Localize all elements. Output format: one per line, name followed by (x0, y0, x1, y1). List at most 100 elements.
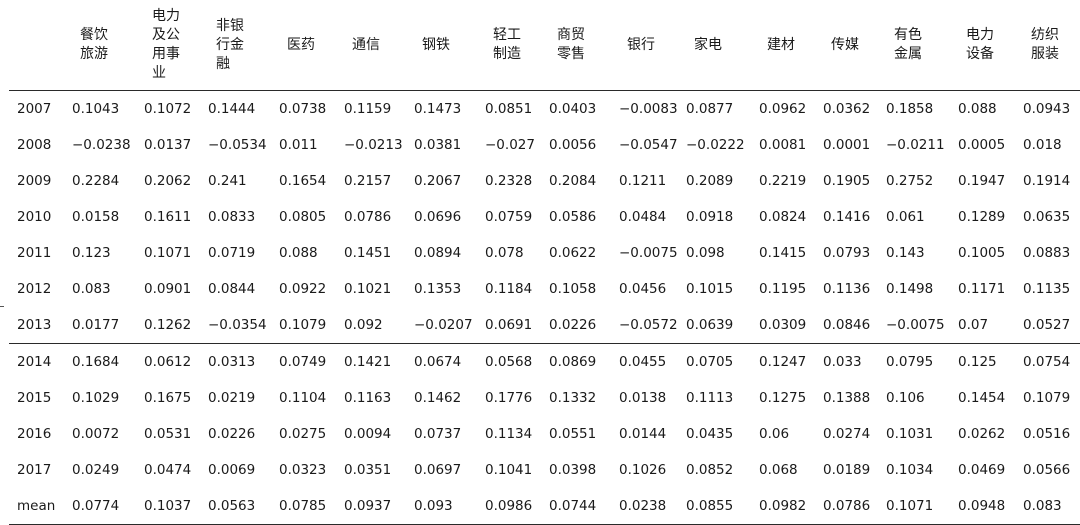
table-cell: 0.1444 (208, 101, 256, 117)
table-cell: 0.0138 (619, 390, 667, 406)
table-cell: 0.0738 (279, 101, 327, 117)
table-cell: 0.2752 (886, 173, 934, 189)
column-header-label: 餐饮 旅游 (80, 27, 108, 62)
table-cell: 0.0189 (823, 462, 871, 478)
table-cell: 0.2219 (759, 173, 807, 189)
table-cell: 0.241 (208, 173, 247, 189)
table-cell: 0.0137 (144, 137, 192, 153)
table-cell: 0.2067 (414, 173, 462, 189)
row-label: mean (17, 498, 56, 514)
table-cell: 0.0982 (759, 498, 807, 514)
table-cell: 0.1031 (886, 426, 934, 442)
table-cell: 0.0918 (686, 209, 734, 225)
table-cell: 0.0484 (619, 209, 667, 225)
table-cell: 0.0469 (958, 462, 1006, 478)
table-cell: 0.0323 (279, 462, 327, 478)
table-cell: 0.0877 (686, 101, 734, 117)
table-cell: 0.0833 (208, 209, 256, 225)
table-cell: 0.0072 (72, 426, 120, 442)
table-cell: 0.1611 (144, 209, 192, 225)
table-cell: 0.1026 (619, 462, 667, 478)
row-label: 2017 (17, 462, 52, 478)
table-cell: 0.1134 (485, 426, 533, 442)
column-header-label: 医药 (287, 36, 315, 53)
table-cell: 0.06 (759, 426, 790, 442)
column-header-label: 传媒 (831, 36, 859, 53)
table-header: 餐饮 旅游 电力 及公 用事业 非银 行金融 医药 通信 钢铁 轻工 制造 商贸 零售 银行 家电 建材 传媒 有色… (9, 0, 1080, 91)
row-label: 2011 (17, 245, 52, 261)
table-cell: 0.2284 (72, 173, 120, 189)
table-cell: 0.0403 (549, 101, 597, 117)
table-cell: 0.123 (72, 245, 111, 261)
column-header-label: 建材 (767, 36, 795, 53)
table-cell: 0.0435 (686, 426, 734, 442)
table-cell: 0.0275 (279, 426, 327, 442)
row-label: 2012 (17, 281, 52, 297)
table-cell: −0.027 (485, 137, 535, 153)
table-cell: 0.2328 (485, 173, 533, 189)
table-cell: 0.0568 (485, 354, 533, 370)
table-cell: 0.1005 (958, 245, 1006, 261)
table-cell: 0.1015 (686, 281, 734, 297)
table-cell: 0.1159 (344, 101, 392, 117)
column-header: 传媒 (831, 0, 859, 90)
table-row: 2007 0.1043 0.1072 0.1444 0.0738 0.1159 0.1473… (9, 91, 1080, 127)
table-cell: 0.1289 (958, 209, 1006, 225)
table-cell: 0.1421 (344, 354, 392, 370)
row-label: 2007 (17, 101, 52, 117)
table-cell: 0.1388 (823, 390, 871, 406)
table-cell: 0.2157 (344, 173, 392, 189)
table-cell: 0.2084 (549, 173, 597, 189)
table-cell: 0.1473 (414, 101, 462, 117)
table-cell: −0.0547 (619, 137, 678, 153)
table-cell: 0.1104 (279, 390, 327, 406)
table-cell: 0.083 (1023, 498, 1062, 514)
table-cell: 0.1113 (686, 390, 734, 406)
table-cell: 0.0697 (414, 462, 462, 478)
table-cell: 0.0249 (72, 462, 120, 478)
table-cell: −0.0211 (886, 137, 945, 153)
table-cell: 0.0962 (759, 101, 807, 117)
column-header: 电力 设备 (966, 0, 994, 90)
table-cell: 0.0869 (549, 354, 597, 370)
table-row: 2015 0.1029 0.1675 0.0219 0.1104 0.1163 0.1462… (9, 380, 1080, 416)
row-label: 2015 (17, 390, 52, 406)
table-cell: 0.0474 (144, 462, 192, 478)
table-cell: 0.088 (279, 245, 318, 261)
table-cell: 0.0144 (619, 426, 667, 442)
table-cell: 0.0719 (208, 245, 256, 261)
table-cell: 0.0855 (686, 498, 734, 514)
table-cell: 0.0238 (619, 498, 667, 514)
column-header: 钢铁 (422, 0, 450, 90)
table-cell: 0.0527 (1023, 317, 1071, 333)
table-cell: 0.0901 (144, 281, 192, 297)
column-header: 餐饮 旅游 (80, 0, 108, 90)
table-cell: 0.0805 (279, 209, 327, 225)
table-cell: 0.106 (886, 390, 925, 406)
table-cell: −0.0534 (208, 137, 267, 153)
table-cell: 0.1136 (823, 281, 871, 297)
table-cell: 0.0516 (1023, 426, 1071, 442)
table-cell: 0.0586 (549, 209, 597, 225)
row-label: 2010 (17, 209, 52, 225)
table-cell: 0.1947 (958, 173, 1006, 189)
table-row: 2016 0.0072 0.0531 0.0226 0.0275 0.0094 0.0737… (9, 416, 1080, 452)
table-cell: 0.1021 (344, 281, 392, 297)
column-header: 商贸 零售 (557, 0, 585, 90)
table-cell: 0.1858 (886, 101, 934, 117)
table-cell: 0.0177 (72, 317, 120, 333)
table-cell: 0.1043 (72, 101, 120, 117)
table-cell: 0.1462 (414, 390, 462, 406)
table-cell: 0.1029 (72, 390, 120, 406)
table-cell: 0.1275 (759, 390, 807, 406)
table-cell: 0.1072 (144, 101, 192, 117)
table-cell: 0.0883 (1023, 245, 1071, 261)
table-cell: 0.0226 (208, 426, 256, 442)
table-cell: 0.1071 (886, 498, 934, 514)
table-cell: 0.1415 (759, 245, 807, 261)
table-cell: 0.0986 (485, 498, 533, 514)
column-header-label: 纺织 服装 (1031, 27, 1059, 62)
table-cell: 0.0943 (1023, 101, 1071, 117)
column-header-label: 有色 金属 (894, 27, 922, 62)
table-cell: 0.098 (686, 245, 725, 261)
